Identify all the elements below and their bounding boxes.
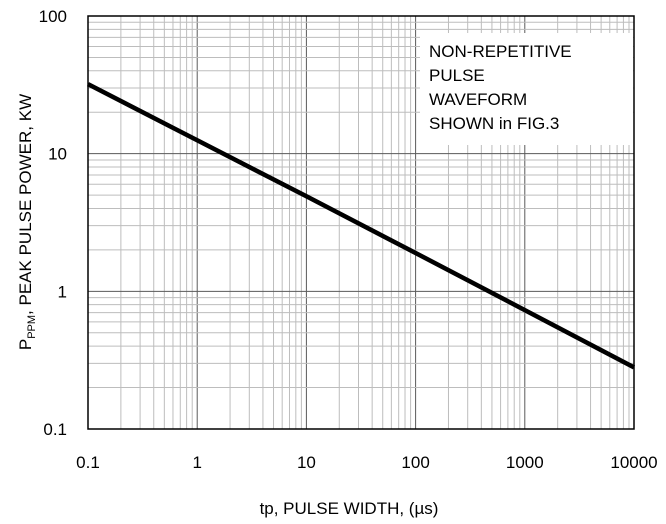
x-tick-label: 0.1	[76, 453, 100, 472]
series-layer	[86, 82, 636, 370]
y-tick-label: 100	[39, 7, 67, 26]
y-tick-label: 10	[48, 145, 67, 164]
x-tick-label: 10000	[610, 453, 657, 472]
x-tick-label: 1000	[506, 453, 544, 472]
y-tick-label: 1	[58, 282, 67, 301]
y-axis-title-subscript: PPM	[26, 315, 38, 339]
annotation: NON-REPETITIVE PULSE WAVEFORM SHOWN in FIG.…	[429, 42, 572, 133]
plot-frame	[87, 15, 635, 430]
y-axis-title: PPPM, PEAK PULSE POWER, KW	[16, 94, 38, 350]
annotation-line: NON-REPETITIVE	[429, 42, 572, 61]
grid	[88, 16, 634, 429]
x-tick-label: 10	[297, 453, 316, 472]
y-axis-title-suffix: , PEAK PULSE POWER, KW	[16, 94, 35, 315]
x-tick-labels: 0.1 1 10 100 1000 10000	[76, 453, 657, 472]
y-tick-labels: 0.1 1 10 100	[39, 7, 67, 439]
y-tick-label: 0.1	[43, 420, 67, 439]
annotation-line: PULSE	[429, 66, 485, 85]
y-axis-title-prefix: P	[16, 339, 35, 350]
x-tick-label: 100	[401, 453, 429, 472]
series-line	[86, 82, 636, 370]
x-axis-title: tp, PULSE WIDTH, (µs)	[260, 499, 439, 518]
annotation-background	[420, 33, 633, 145]
annotation-line: SHOWN in FIG.3	[429, 114, 559, 133]
annotation-line: WAVEFORM	[429, 90, 527, 109]
x-tick-label: 1	[192, 453, 201, 472]
